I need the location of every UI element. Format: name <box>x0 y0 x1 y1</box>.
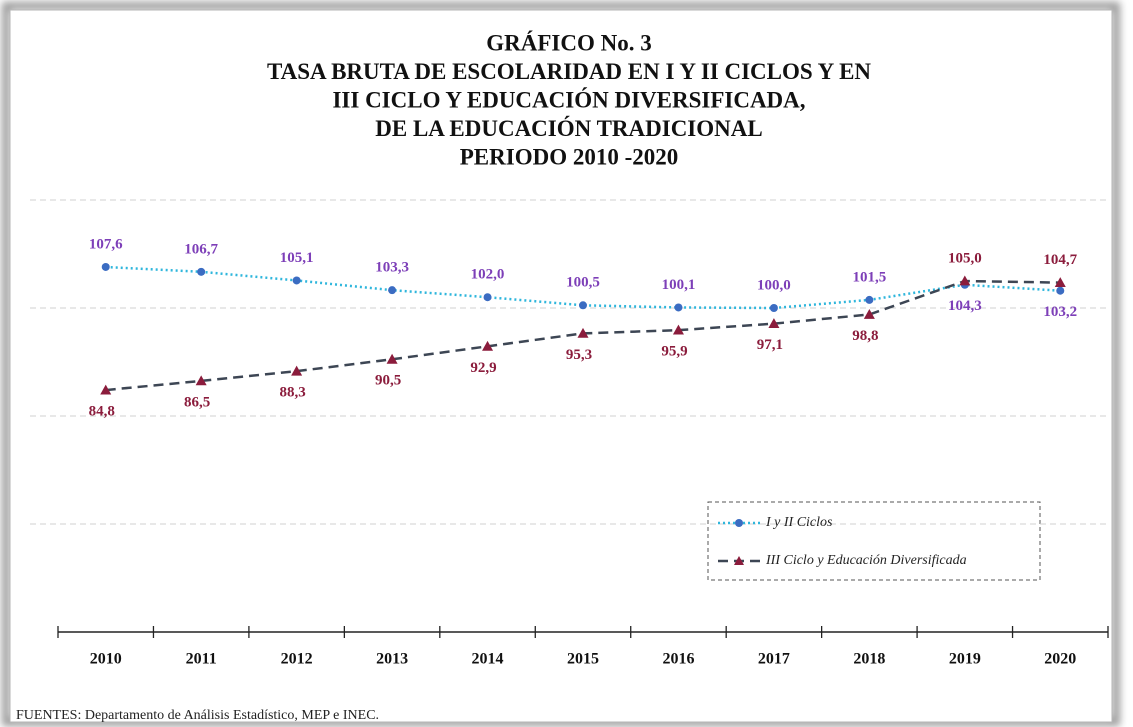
data-label: 90,5 <box>375 373 401 389</box>
data-label: 107,6 <box>89 236 123 252</box>
data-label: 102,0 <box>471 267 505 283</box>
data-label: 104,7 <box>1043 252 1077 268</box>
x-tick-label: 2014 <box>472 651 504 668</box>
legend-marker <box>734 556 744 565</box>
marker <box>482 340 494 351</box>
data-label: 103,3 <box>375 260 409 276</box>
marker <box>197 267 206 276</box>
chart-title: TASA BRUTA DE ESCOLARIDAD EN I Y II CICL… <box>267 59 871 84</box>
x-tick-label: 2016 <box>662 651 694 668</box>
data-label: 95,3 <box>566 347 592 363</box>
chart-title: PERIODO 2010 -2020 <box>460 144 679 169</box>
data-label: 92,9 <box>470 360 496 376</box>
marker <box>863 308 875 319</box>
legend-box <box>707 501 1041 581</box>
marker <box>672 324 684 335</box>
data-label: 104,3 <box>948 298 982 314</box>
chart-title: GRÁFICO No. 3 <box>486 30 651 55</box>
marker <box>195 375 207 386</box>
data-label: 88,3 <box>280 385 306 401</box>
marker <box>483 293 492 302</box>
x-tick-label: 2017 <box>758 651 790 668</box>
x-tick-label: 2012 <box>281 651 313 668</box>
marker <box>674 303 683 312</box>
chart-title: DE LA EDUCACIÓN TRADICIONAL <box>375 115 762 141</box>
legend-marker <box>735 519 743 527</box>
data-label: 86,5 <box>184 394 210 410</box>
marker <box>291 365 303 376</box>
marker <box>101 262 110 271</box>
data-label: 106,7 <box>184 241 218 257</box>
marker <box>959 275 971 286</box>
marker <box>865 295 874 304</box>
marker <box>577 327 589 338</box>
x-tick-label: 2018 <box>853 651 885 668</box>
legend-label: I y II Ciclos <box>765 515 833 530</box>
data-label: 100,0 <box>757 277 791 293</box>
x-tick-label: 2010 <box>90 651 122 668</box>
data-label: 98,8 <box>852 328 878 344</box>
data-label: 101,5 <box>852 269 886 285</box>
data-label: 100,5 <box>566 275 600 291</box>
x-tick-label: 2011 <box>186 651 217 668</box>
marker <box>388 286 397 295</box>
legend-label: III Ciclo y Educación Diversificada <box>765 553 967 568</box>
data-label: 105,1 <box>280 250 314 266</box>
marker <box>1056 286 1065 295</box>
marker <box>100 384 112 395</box>
marker <box>292 276 301 285</box>
x-tick-label: 2019 <box>949 651 981 668</box>
source: FUENTES: Departamento de Análisis Estadí… <box>16 708 379 723</box>
x-tick-label: 2015 <box>567 651 599 668</box>
marker <box>1054 277 1066 288</box>
data-label: 95,9 <box>661 344 687 360</box>
data-label: 84,8 <box>89 404 115 420</box>
frame <box>9 9 1113 723</box>
data-label: 97,1 <box>757 337 783 353</box>
x-tick-label: 2013 <box>376 651 408 668</box>
data-label: 103,2 <box>1043 304 1077 320</box>
marker <box>768 318 780 329</box>
x-tick-label: 2020 <box>1044 651 1076 668</box>
marker <box>386 353 398 364</box>
data-label: 105,0 <box>948 250 982 266</box>
marker <box>769 304 778 312</box>
marker <box>579 301 587 310</box>
data-label: 100,1 <box>662 277 696 293</box>
chart-title: III CICLO Y EDUCACIÓN DIVERSIFICADA, <box>332 86 805 112</box>
